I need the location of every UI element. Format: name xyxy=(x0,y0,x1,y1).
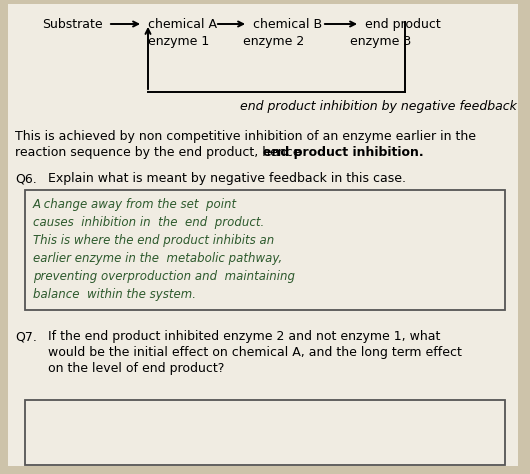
Text: If the end product inhibited enzyme 2 and not enzyme 1, what: If the end product inhibited enzyme 2 an… xyxy=(48,330,440,343)
Text: causes  inhibition in  the  end  product.: causes inhibition in the end product. xyxy=(33,216,264,229)
Text: This is where the end product inhibits an: This is where the end product inhibits a… xyxy=(33,234,274,247)
Text: A change away from the set  point: A change away from the set point xyxy=(33,198,237,211)
Text: enzyme 1: enzyme 1 xyxy=(148,35,209,48)
Text: balance  within the system.: balance within the system. xyxy=(33,288,196,301)
Text: This is achieved by non competitive inhibition of an enzyme earlier in the: This is achieved by non competitive inhi… xyxy=(15,130,476,143)
FancyBboxPatch shape xyxy=(8,4,518,466)
FancyBboxPatch shape xyxy=(25,400,505,465)
Text: enzyme 3: enzyme 3 xyxy=(350,35,411,48)
Text: Explain what is meant by negative feedback in this case.: Explain what is meant by negative feedba… xyxy=(48,172,406,185)
Text: Q6.: Q6. xyxy=(15,172,37,185)
Text: enzyme 2: enzyme 2 xyxy=(243,35,304,48)
FancyBboxPatch shape xyxy=(25,190,505,310)
Text: end product: end product xyxy=(365,18,441,31)
Text: Substrate: Substrate xyxy=(42,18,103,31)
Text: earlier enzyme in the  metabolic pathway,: earlier enzyme in the metabolic pathway, xyxy=(33,252,282,265)
Text: reaction sequence by the end product, hence: reaction sequence by the end product, he… xyxy=(15,146,305,159)
Text: preventing overproduction and  maintaining: preventing overproduction and maintainin… xyxy=(33,270,295,283)
Text: on the level of end product?: on the level of end product? xyxy=(48,362,224,375)
Text: Q7.: Q7. xyxy=(15,330,37,343)
Text: would be the initial effect on chemical A, and the long term effect: would be the initial effect on chemical … xyxy=(48,346,462,359)
Text: end product inhibition.: end product inhibition. xyxy=(263,146,423,159)
Text: chemical A: chemical A xyxy=(148,18,217,31)
Text: chemical B: chemical B xyxy=(253,18,322,31)
Text: end product inhibition by negative feedback: end product inhibition by negative feedb… xyxy=(240,100,517,113)
